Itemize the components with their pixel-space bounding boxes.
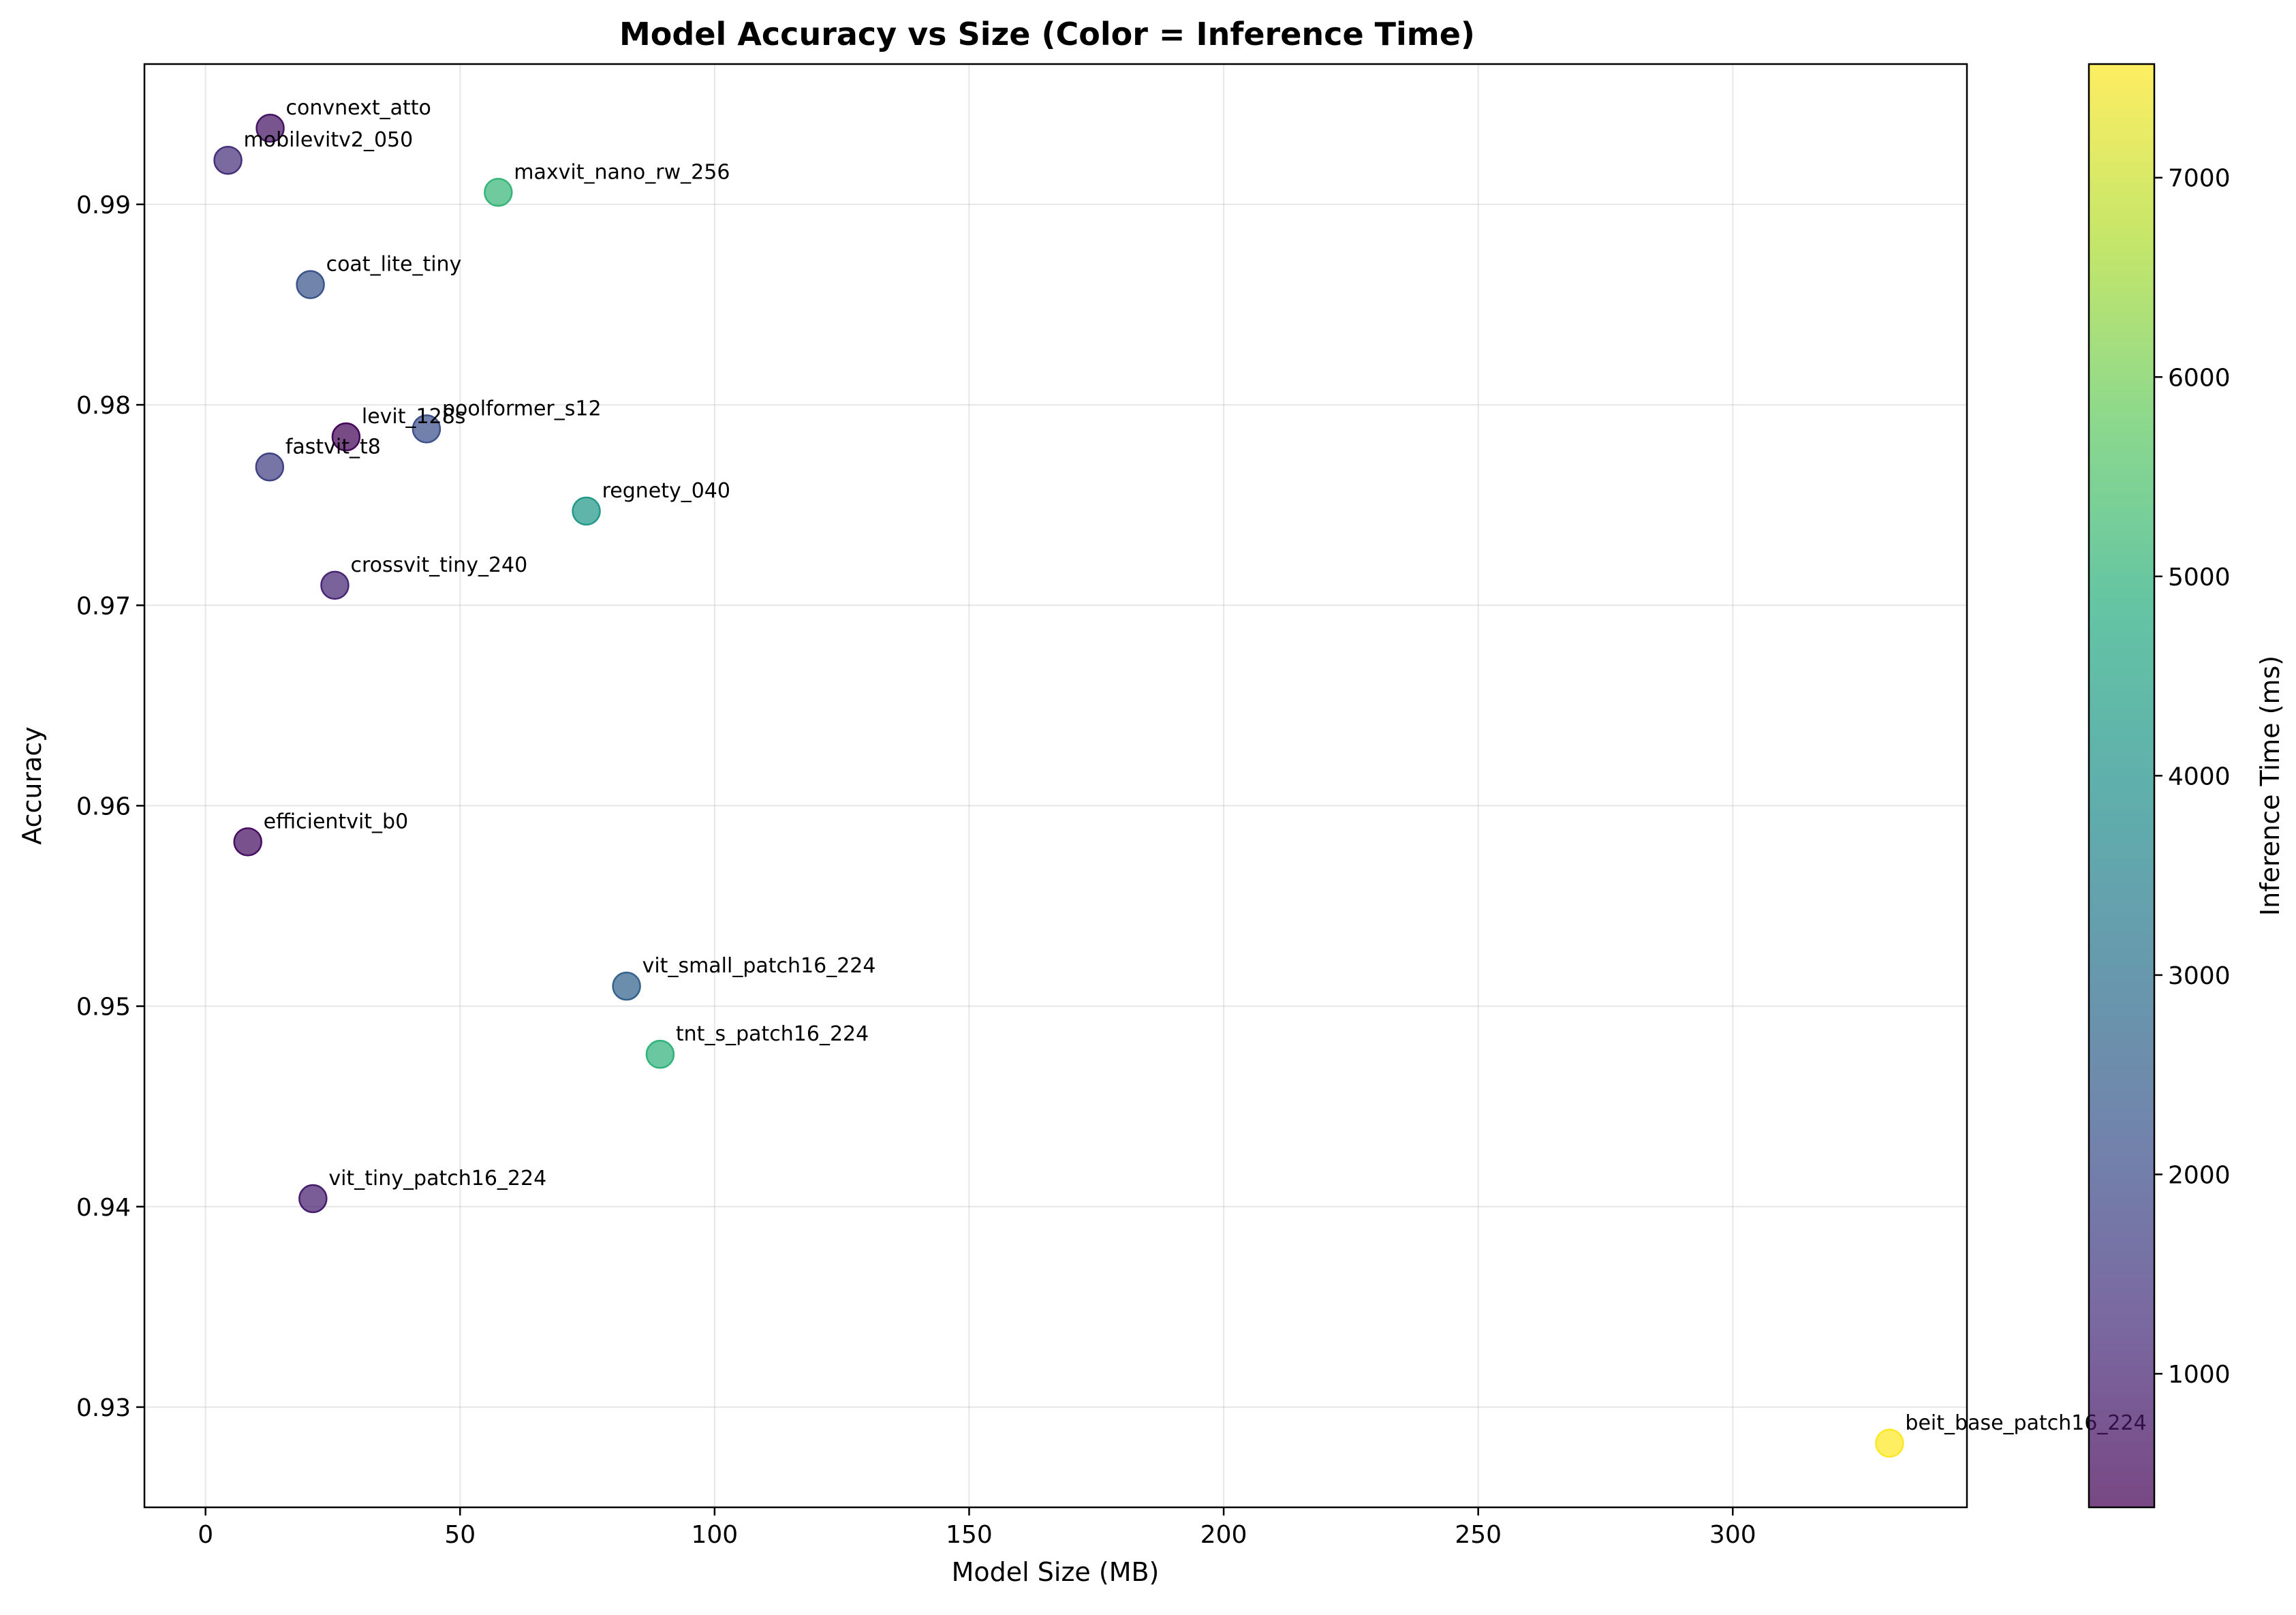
scatter-point bbox=[1875, 1428, 1904, 1458]
colorbar-tick-label: 3000 bbox=[2168, 962, 2231, 990]
scatter-point bbox=[645, 1039, 675, 1069]
x-tick-label: 250 bbox=[1455, 1521, 1502, 1549]
scatter-point bbox=[412, 414, 441, 444]
point-label: coat_lite_tiny bbox=[326, 253, 462, 277]
point-label: convnext_atto bbox=[286, 96, 431, 120]
x-axis-ticks: 0 50 100 150 200 250 300 bbox=[198, 1507, 1756, 1549]
point-label: vit_small_patch16_224 bbox=[642, 954, 876, 978]
point-label: efficientvit_b0 bbox=[264, 810, 409, 833]
colorbar-tick-label: 2000 bbox=[2168, 1161, 2231, 1189]
x-tick-label: 0 bbox=[198, 1521, 213, 1549]
point-label: poolformer_s12 bbox=[442, 397, 602, 420]
y-tick-label: 0.96 bbox=[76, 793, 131, 820]
colorbar: 1000 2000 3000 4000 5000 6000 7000 Inference T… bbox=[2088, 63, 2285, 1509]
scatter-points bbox=[213, 113, 1904, 1458]
scatter-point bbox=[296, 270, 325, 299]
y-tick-label: 0.94 bbox=[76, 1194, 131, 1222]
colorbar-gradient bbox=[2089, 64, 2154, 1507]
scatter-point bbox=[572, 496, 601, 526]
colorbar-ticks: 1000 2000 3000 4000 5000 6000 7000 bbox=[2154, 165, 2231, 1389]
chart-title: Model Accuracy vs Size (Color = Inferenc… bbox=[619, 16, 1475, 52]
colorbar-frame bbox=[2088, 63, 2156, 1509]
point-label: maxvit_nano_rw_256 bbox=[514, 160, 730, 184]
y-tick-label: 0.99 bbox=[76, 191, 131, 219]
scatter-point bbox=[612, 971, 641, 1001]
colorbar-tick-label: 1000 bbox=[2168, 1361, 2231, 1389]
x-tick-label: 300 bbox=[1709, 1521, 1756, 1549]
point-label: levit_128s bbox=[362, 405, 466, 429]
y-tick-label: 0.93 bbox=[76, 1394, 131, 1422]
scatter-point bbox=[331, 422, 361, 452]
scatter-point bbox=[255, 452, 285, 482]
point-label: mobilevitv2_050 bbox=[244, 128, 414, 152]
y-tick-label: 0.95 bbox=[76, 994, 131, 1021]
point-annotations: convnext_atto mobilevitv2_050 maxvit_nano_… bbox=[244, 96, 2147, 1435]
point-label: tnt_s_patch16_224 bbox=[676, 1022, 869, 1046]
point-label: fastvit_t8 bbox=[285, 435, 381, 459]
scatter-point bbox=[213, 145, 243, 175]
y-tick-label: 0.97 bbox=[76, 592, 131, 620]
scatter-point bbox=[320, 570, 350, 600]
scatter-point bbox=[233, 827, 262, 857]
scatter-point bbox=[298, 1184, 328, 1214]
x-tick-label: 200 bbox=[1200, 1521, 1247, 1549]
x-axis-label: Model Size (MB) bbox=[952, 1557, 1160, 1587]
colorbar-tick-label: 4000 bbox=[2168, 763, 2231, 790]
point-label: crossvit_tiny_240 bbox=[350, 553, 527, 577]
colorbar-tick-label: 7000 bbox=[2168, 165, 2231, 193]
x-tick-label: 100 bbox=[692, 1521, 739, 1549]
colorbar-tick-label: 5000 bbox=[2168, 564, 2231, 591]
y-axis-label: Accuracy bbox=[17, 726, 47, 845]
point-label: vit_tiny_patch16_224 bbox=[328, 1167, 546, 1190]
plot-area-frame bbox=[143, 63, 1968, 1509]
grid-lines bbox=[144, 64, 1967, 1507]
colorbar-label: Inference Time (ms) bbox=[2255, 656, 2285, 916]
y-tick-label: 0.98 bbox=[76, 392, 131, 420]
colorbar-tick-label: 6000 bbox=[2168, 364, 2231, 392]
scatter-point bbox=[255, 113, 285, 143]
y-axis-ticks: 0.93 0.94 0.95 0.96 0.97 0.98 0.99 bbox=[76, 191, 144, 1422]
x-tick-label: 150 bbox=[946, 1521, 993, 1549]
scatter-point bbox=[484, 178, 513, 207]
x-tick-label: 50 bbox=[444, 1521, 476, 1549]
point-label: regnety_040 bbox=[602, 479, 730, 503]
